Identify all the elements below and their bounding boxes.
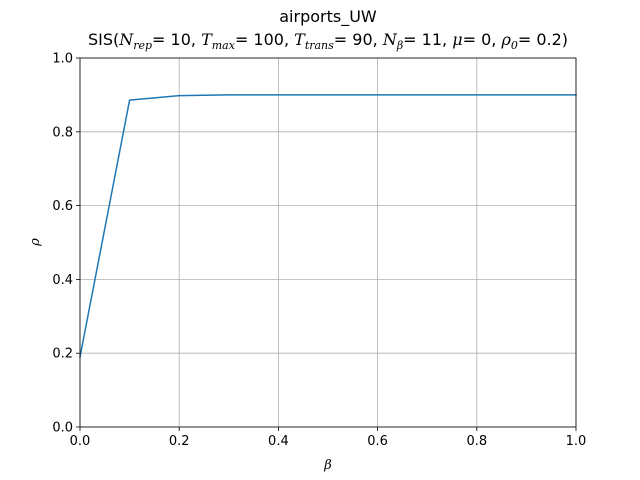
y-tick-label: 0.6 xyxy=(52,199,73,214)
plot-frame xyxy=(79,57,577,428)
series-line xyxy=(79,94,577,358)
subtitle-symbol: ρ xyxy=(500,30,511,49)
subtitle-symbol: T xyxy=(294,30,306,49)
subtitle-symbol: N xyxy=(118,30,134,49)
x-tick-label: 0.4 xyxy=(268,434,289,449)
x-axis-label: β xyxy=(323,458,332,473)
x-tick-label: 1.0 xyxy=(566,434,587,449)
x-tick-label: 0.2 xyxy=(169,434,190,449)
y-axis-label: ρ xyxy=(28,238,43,247)
y-tick-label: 0.4 xyxy=(52,273,73,288)
subtitle-symbol: N xyxy=(382,30,398,49)
y-tick-label: 0.8 xyxy=(52,125,73,140)
x-tick-label: 0.0 xyxy=(70,434,91,449)
y-tick-label: 0.2 xyxy=(52,347,73,362)
chart-subtitle: SIS(Nrep= 10, Tmax= 100, Ttrans= 90, Nβ=… xyxy=(88,30,568,52)
subtitle-symbol: T xyxy=(201,30,213,49)
x-tick-label: 0.6 xyxy=(367,434,388,449)
series-group xyxy=(79,94,577,358)
chart-title: airports_UW xyxy=(279,7,377,27)
y-tick-label: 0.0 xyxy=(52,421,73,436)
y-axis: 0.0 0.2 0.4 0.6 0.8 1.0 xyxy=(52,52,80,436)
y-tick-label: 1.0 xyxy=(52,52,73,67)
subtitle-symbol: μ xyxy=(452,30,462,49)
grid xyxy=(79,57,577,428)
x-tick-label: 0.8 xyxy=(466,434,487,449)
x-axis: 0.0 0.2 0.4 0.6 0.8 1.0 xyxy=(70,427,587,449)
